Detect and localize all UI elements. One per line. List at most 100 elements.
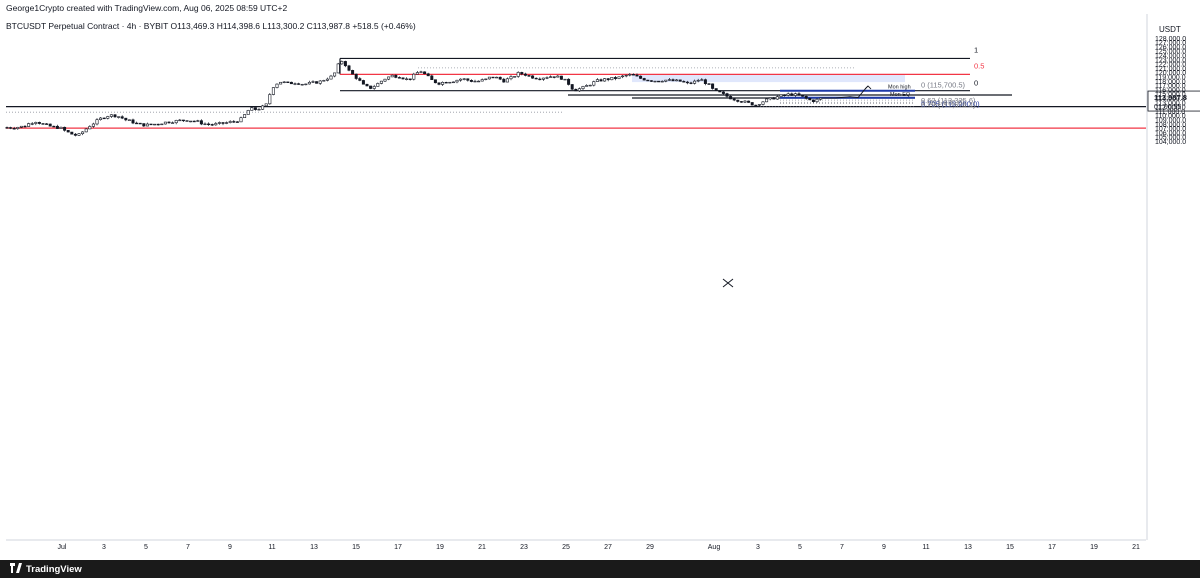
candle-body: [534, 77, 538, 80]
price-tick-label: 114,000.0: [1155, 96, 1186, 103]
candle-body: [163, 121, 167, 125]
price-tick-label: 126,000.0: [1155, 44, 1186, 51]
candle-body: [145, 123, 149, 127]
candle-body: [469, 80, 473, 82]
candle-body: [563, 78, 567, 81]
candle: [804, 95, 808, 100]
candle-body: [815, 98, 819, 103]
candle-body: [149, 123, 153, 126]
candle-body: [52, 125, 56, 128]
supply-zone: [632, 74, 905, 83]
candle: [520, 71, 524, 76]
candle: [171, 121, 175, 124]
candle-body: [286, 81, 290, 83]
candle: [243, 114, 247, 119]
candle-body: [412, 73, 416, 80]
candle-body: [783, 94, 787, 96]
price-tick-label: 125,000.0: [1155, 49, 1186, 56]
candle: [289, 81, 293, 85]
candle-body: [408, 78, 412, 80]
last-price-countdown: 01:00:55: [1154, 104, 1181, 111]
candle: [5, 126, 9, 129]
candle: [286, 81, 290, 83]
candle-body: [257, 108, 261, 111]
candle: [189, 120, 193, 123]
candle-body: [635, 74, 639, 77]
price-tick-label: 105,000.0: [1155, 135, 1186, 142]
candle-body: [138, 122, 142, 125]
candle-body: [361, 80, 365, 85]
candle: [81, 131, 85, 136]
candle: [765, 98, 769, 103]
price-tick-label: 121,000.0: [1155, 66, 1186, 73]
candle-body: [70, 131, 74, 135]
candle-body: [131, 119, 135, 124]
candle: [361, 79, 365, 85]
candle-body: [387, 76, 391, 80]
candle-body: [721, 91, 725, 94]
candle: [358, 77, 362, 82]
candle: [430, 74, 434, 80]
candle-body: [203, 123, 207, 126]
price-tick-label: 108,000.0: [1155, 122, 1186, 129]
candle: [340, 60, 344, 65]
candle: [333, 72, 337, 78]
candle-body: [315, 81, 319, 84]
candle: [77, 133, 81, 137]
candle-body: [401, 77, 405, 80]
price-tick-label: 115,000.0: [1155, 92, 1186, 99]
candle-body: [23, 125, 27, 128]
candle: [228, 120, 232, 124]
candle-body: [603, 78, 607, 82]
candle-body: [289, 81, 293, 85]
mon-high-label: Mon high: [888, 85, 911, 91]
candle: [606, 78, 610, 82]
candle-body: [498, 76, 502, 80]
candle: [408, 78, 412, 81]
candle: [73, 133, 77, 137]
candle-body: [232, 121, 236, 123]
candle: [37, 121, 41, 125]
candle: [354, 73, 358, 81]
candle: [48, 123, 52, 127]
candle-body: [567, 78, 571, 85]
candle-body: [217, 122, 221, 124]
candle: [275, 83, 279, 89]
candle: [27, 122, 31, 127]
candle-body: [34, 122, 38, 124]
candle: [343, 60, 347, 68]
last-price-box: [1147, 90, 1200, 112]
candle-body: [700, 79, 704, 81]
candle-body: [595, 79, 599, 82]
time-tick-label: 27: [604, 544, 612, 551]
candle-body: [340, 61, 344, 65]
candle-body: [538, 78, 542, 81]
candle-body: [120, 116, 124, 119]
price-tick-label: 109,000.0: [1155, 118, 1186, 125]
candle: [513, 75, 517, 78]
candle: [311, 80, 315, 83]
candle-body: [12, 128, 16, 130]
candle-body: [639, 75, 643, 79]
candle-body: [451, 81, 455, 84]
candle: [253, 107, 257, 111]
candle: [444, 81, 448, 84]
candle: [102, 117, 106, 120]
candle-body: [696, 79, 700, 82]
candle-body: [171, 122, 175, 124]
price-tick-label: 106,000.0: [1155, 130, 1186, 137]
candle: [433, 79, 437, 84]
candle-body: [63, 126, 67, 131]
candle: [585, 84, 589, 87]
time-tick-label: 11: [922, 544, 929, 551]
candle: [631, 73, 635, 76]
candle: [808, 97, 812, 101]
candle: [181, 119, 185, 123]
candle-body: [556, 75, 560, 78]
candle: [502, 77, 506, 83]
candle-body: [343, 61, 347, 67]
candle-body: [192, 120, 196, 123]
candle: [646, 79, 650, 82]
candle-body: [613, 77, 617, 79]
